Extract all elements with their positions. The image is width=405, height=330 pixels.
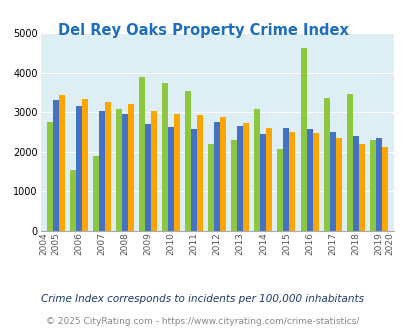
Bar <box>352 136 358 231</box>
Bar <box>369 140 375 231</box>
Bar <box>162 83 168 231</box>
Bar <box>346 94 352 231</box>
Bar <box>81 99 87 231</box>
Bar <box>300 48 306 231</box>
Bar <box>115 109 122 231</box>
Bar <box>93 156 98 231</box>
Bar <box>243 123 249 231</box>
Bar <box>139 77 145 231</box>
Bar <box>323 98 329 231</box>
Text: Crime Index corresponds to incidents per 100,000 inhabitants: Crime Index corresponds to incidents per… <box>41 294 364 304</box>
Bar <box>53 100 58 231</box>
Bar <box>70 170 75 231</box>
Bar <box>231 140 237 231</box>
Bar <box>220 117 226 231</box>
Bar <box>254 109 260 231</box>
Bar <box>289 132 295 231</box>
Bar <box>277 148 283 231</box>
Bar <box>329 132 335 231</box>
Bar <box>335 138 341 231</box>
Bar <box>174 114 179 231</box>
Bar <box>260 134 266 231</box>
Bar <box>168 127 174 231</box>
Bar <box>266 128 272 231</box>
Bar <box>104 102 111 231</box>
Bar <box>283 128 289 231</box>
Text: © 2025 CityRating.com - https://www.cityrating.com/crime-statistics/: © 2025 CityRating.com - https://www.city… <box>46 317 359 326</box>
Bar <box>122 114 128 231</box>
Bar <box>185 91 191 231</box>
Bar <box>191 129 197 231</box>
Bar <box>145 124 151 231</box>
Bar <box>197 115 202 231</box>
Bar <box>237 126 243 231</box>
Bar <box>151 111 157 231</box>
Bar <box>47 122 53 231</box>
Bar <box>214 122 220 231</box>
Bar <box>58 95 64 231</box>
Text: Del Rey Oaks Property Crime Index: Del Rey Oaks Property Crime Index <box>58 23 347 38</box>
Bar <box>75 106 81 231</box>
Bar <box>128 104 134 231</box>
Bar <box>375 138 381 231</box>
Bar <box>381 147 387 231</box>
Bar <box>98 111 104 231</box>
Bar <box>306 129 312 231</box>
Bar <box>208 144 214 231</box>
Bar <box>358 144 364 231</box>
Bar <box>312 133 318 231</box>
